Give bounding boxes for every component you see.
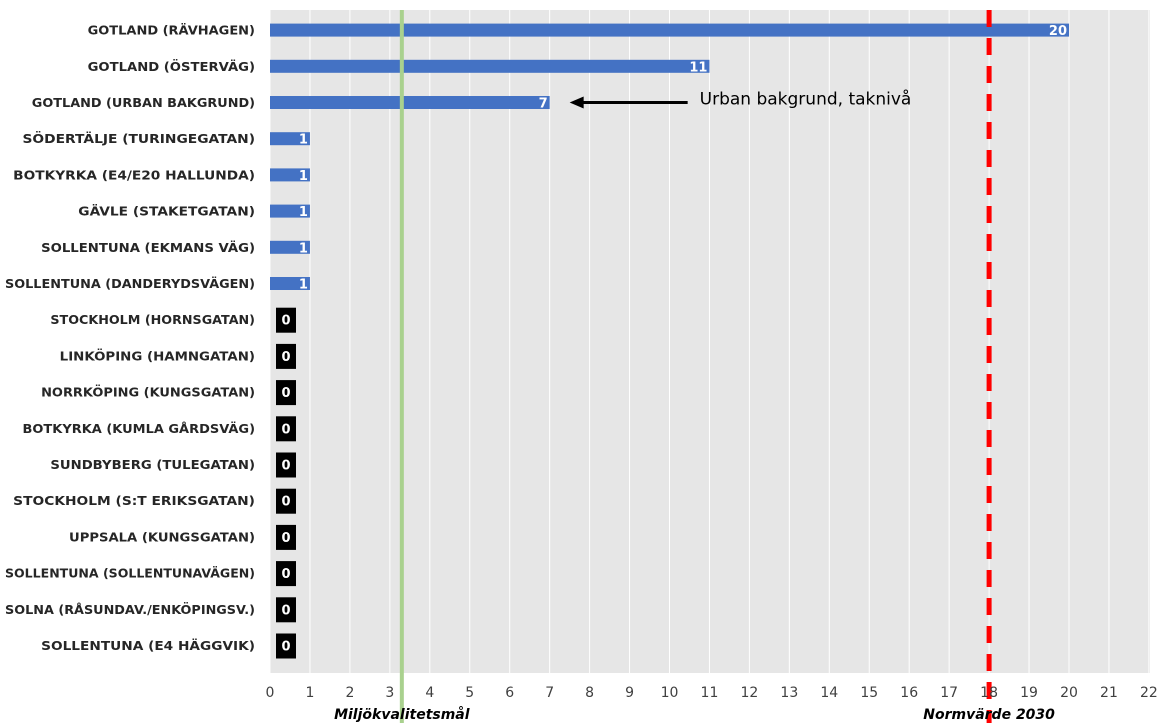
zero-label-box bbox=[276, 380, 296, 406]
x-tick-label: 14 bbox=[820, 685, 838, 701]
data-label: 0 bbox=[281, 314, 290, 329]
annotation-arrow-head bbox=[569, 96, 584, 109]
category-label: GOTLAND (RÄVHAGEN) bbox=[88, 23, 255, 38]
x-tick-label: 21 bbox=[1100, 685, 1118, 701]
zero-label-box bbox=[276, 561, 296, 587]
category-label: STOCKHOLM (S:T ERIKSGATAN) bbox=[13, 494, 255, 508]
zero-label-box bbox=[276, 597, 296, 623]
x-tick-label: 8 bbox=[585, 685, 594, 701]
x-tick-label: 13 bbox=[780, 685, 798, 701]
bar bbox=[270, 23, 1069, 37]
data-label: 7 bbox=[539, 97, 548, 112]
data-label: 11 bbox=[689, 60, 707, 75]
x-tick-label: 20 bbox=[1060, 685, 1078, 701]
data-label: 1 bbox=[299, 169, 308, 184]
x-tick-label: 22 bbox=[1140, 685, 1158, 701]
data-label: 0 bbox=[281, 603, 290, 618]
category-label: GÄVLE (STAKETGATAN) bbox=[78, 204, 255, 219]
bars bbox=[270, 23, 1069, 290]
zero-label-box bbox=[276, 307, 296, 333]
data-label: 1 bbox=[299, 205, 308, 220]
data-label: 0 bbox=[281, 422, 290, 437]
reference-line-label: Normvärde 2030 bbox=[923, 707, 1055, 723]
category-label: GOTLAND (URBAN BAKGRUND) bbox=[32, 96, 255, 110]
data-label: 0 bbox=[281, 640, 290, 655]
x-tick-label: 3 bbox=[385, 685, 394, 701]
x-tick-label: 5 bbox=[465, 685, 474, 701]
data-label: 1 bbox=[299, 278, 308, 293]
bar bbox=[270, 240, 310, 254]
reference-lines: Miljökvalitetsmål Normvärde 2030 bbox=[334, 10, 1055, 723]
bar bbox=[270, 168, 310, 182]
data-label: 0 bbox=[281, 495, 290, 510]
category-label: GOTLAND (ÖSTERVÄG) bbox=[88, 59, 255, 74]
data-label: 1 bbox=[299, 241, 308, 256]
x-tick-label: 9 bbox=[625, 685, 634, 701]
data-label: 0 bbox=[281, 350, 290, 365]
x-tick-label: 6 bbox=[505, 685, 514, 701]
category-label: SOLLENTUNA (E4 HÄGGVIK) bbox=[41, 638, 255, 653]
plot-area bbox=[270, 10, 1150, 673]
category-label: SOLLENTUNA (SOLLENTUNAVÄGEN) bbox=[5, 566, 255, 581]
category-labels: GOTLAND (RÄVHAGEN) GOTLAND (ÖSTERVÄG) GOTL… bbox=[5, 23, 255, 653]
reference-line-label: Miljökvalitetsmål bbox=[334, 706, 470, 723]
x-tick-label: 1 bbox=[305, 685, 314, 701]
data-label: 1 bbox=[299, 133, 308, 148]
x-tick-label: 15 bbox=[860, 685, 878, 701]
category-label: NORRKÖPING (KUNGSGATAN) bbox=[41, 385, 255, 400]
data-label: 0 bbox=[281, 386, 290, 401]
x-tick-label: 4 bbox=[425, 685, 434, 701]
category-label: SOLNA (RÅSUNDAV./ENKÖPINGSV.) bbox=[5, 602, 255, 617]
x-tick-label: 11 bbox=[701, 685, 719, 701]
category-label: SÖDERTÄLJE (TURINGEGATAN) bbox=[23, 131, 256, 146]
bar bbox=[270, 96, 550, 109]
bar bbox=[270, 132, 310, 146]
data-label: 20 bbox=[1049, 24, 1067, 39]
gridlines bbox=[269, 10, 1150, 673]
data-label: 0 bbox=[281, 567, 290, 582]
zero-label-box bbox=[276, 452, 296, 478]
zero-label-box bbox=[276, 633, 296, 659]
category-label: BOTKYRKA (E4/E20 HALLUNDA) bbox=[13, 168, 255, 182]
category-label: BOTKYRKA (KUMLA GÅRDSVÄG) bbox=[23, 421, 255, 436]
x-tick-label: 12 bbox=[740, 685, 758, 701]
bar bbox=[270, 204, 310, 218]
x-tick-label: 7 bbox=[545, 685, 554, 701]
annotation-group: Urban bakgrund, taknivå bbox=[569, 89, 912, 110]
zero-label-box bbox=[276, 416, 296, 442]
x-tick-label: 18 bbox=[980, 685, 998, 701]
category-label: LINKÖPING (HAMNGATAN) bbox=[60, 348, 255, 363]
x-tick-label: 0 bbox=[266, 685, 275, 701]
x-tick-label: 2 bbox=[345, 685, 354, 701]
category-label: UPPSALA (KUNGSGATAN) bbox=[69, 530, 255, 544]
x-tick-label: 16 bbox=[900, 685, 918, 701]
zero-label-box bbox=[276, 488, 296, 514]
data-label: 0 bbox=[281, 531, 290, 546]
bar bbox=[270, 277, 310, 290]
zero-label-box bbox=[276, 524, 296, 550]
category-label: SUNDBYBERG (TULEGATAN) bbox=[50, 458, 255, 472]
category-label: STOCKHOLM (HORNSGATAN) bbox=[50, 313, 255, 327]
x-tick-label: 17 bbox=[940, 685, 958, 701]
annotation-text: Urban bakgrund, taknivå bbox=[700, 89, 912, 110]
x-tick-labels: 0 1 2 3 4 5 6 7 8 9 10 11 12 13 14 15 16 17 18 19 20 21 22 bbox=[266, 685, 1158, 701]
bar bbox=[270, 59, 710, 73]
category-label: SOLLENTUNA (DANDERYDSVÄGEN) bbox=[5, 276, 255, 291]
category-label: SOLLENTUNA (EKMANS VÄG) bbox=[41, 240, 255, 255]
x-tick-label: 10 bbox=[661, 685, 679, 701]
data-label: 0 bbox=[281, 459, 290, 474]
x-tick-label: 19 bbox=[1020, 685, 1038, 701]
zero-label-box bbox=[276, 343, 296, 369]
